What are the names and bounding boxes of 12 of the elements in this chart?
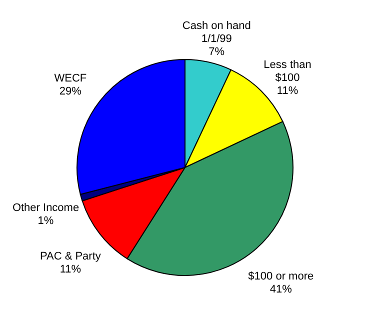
data-label: 41%: [270, 283, 292, 296]
slice-label: WECF: [54, 72, 87, 85]
data-label: 7%: [208, 46, 225, 58]
slice-label: Other Income: [12, 202, 80, 214]
data-label: 11%: [276, 84, 298, 97]
data-label: 29%: [59, 86, 82, 98]
slice-label: Cash on hand 1/1/99: [182, 20, 251, 45]
data-label: 1%: [38, 214, 54, 227]
slice-label: PAC & Party: [40, 250, 102, 262]
slice-label: Less than $100: [264, 58, 312, 84]
data-label: 11%: [60, 263, 82, 276]
slice-label: $100 or more: [248, 270, 314, 282]
